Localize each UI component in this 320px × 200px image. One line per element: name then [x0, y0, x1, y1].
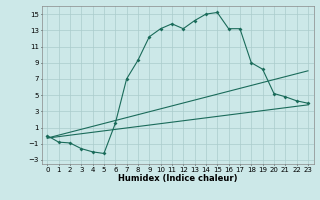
- X-axis label: Humidex (Indice chaleur): Humidex (Indice chaleur): [118, 174, 237, 183]
